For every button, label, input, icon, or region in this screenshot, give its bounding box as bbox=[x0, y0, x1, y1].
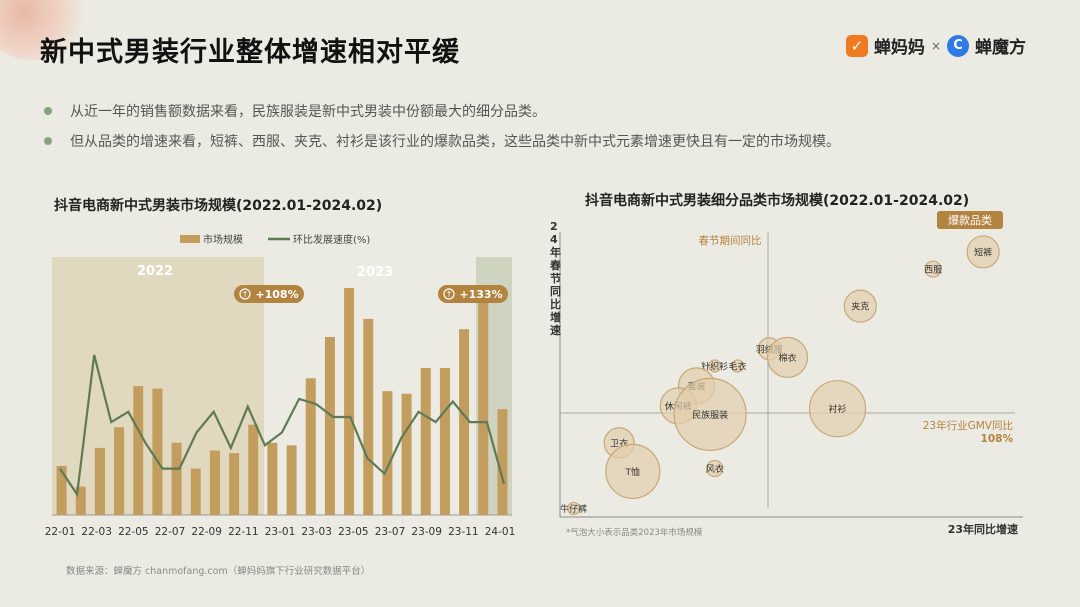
bar-market-size bbox=[56, 465, 67, 515]
bar-market-size bbox=[401, 393, 412, 515]
ref-label-gmv: 23年行业GMV同比 bbox=[923, 419, 1013, 432]
bar-market-size bbox=[497, 409, 508, 515]
bubble-夹克 bbox=[843, 289, 877, 323]
bar-market-size bbox=[305, 378, 316, 515]
bubble-label: 牛仔裤 bbox=[560, 503, 587, 515]
bar-market-size bbox=[209, 450, 220, 515]
year-label-2023: 2023 bbox=[357, 265, 393, 280]
bullet-text: 但从品类的增速来看，短裤、西服、夹克、衬衫是该行业的爆款品类，这些品类中新中式元… bbox=[70, 134, 840, 150]
annotation-108-arrow-glyph: ↑ bbox=[242, 290, 249, 299]
bubble-T恤 bbox=[605, 443, 661, 499]
brand1-name: 蝉妈妈 bbox=[873, 38, 925, 58]
x-tick-label: 23-07 bbox=[375, 526, 406, 538]
hot-badge bbox=[937, 211, 1003, 229]
bar-market-size bbox=[190, 468, 201, 515]
x-tick-label: 22-09 bbox=[191, 526, 222, 538]
annotation-133-arrow-icon bbox=[443, 288, 455, 300]
bubble-label: 风衣 bbox=[706, 463, 724, 475]
bar-market-size bbox=[152, 388, 163, 515]
bar-market-size bbox=[114, 427, 125, 515]
bubble-label: 毛衣 bbox=[728, 360, 746, 372]
x-tick-label: 24-01 bbox=[485, 526, 516, 538]
x-tick-label: 23-01 bbox=[265, 526, 296, 538]
ref-label-108: 108% bbox=[981, 433, 1014, 445]
bullet-text: 从近一年的销售额数据来看，民族服装是新中式男装中份额最大的细分品类。 bbox=[70, 104, 546, 120]
left-chart-title: 抖音电商新中式男装市场规模(2022.01-2024.02) bbox=[54, 198, 383, 214]
bullet-item: 但从品类的增速来看，短裤、西服、夹克、衬衫是该行业的爆款品类，这些品类中新中式元… bbox=[44, 126, 840, 156]
bar-market-size bbox=[286, 445, 297, 515]
x-tick-label: 23-09 bbox=[411, 526, 442, 538]
annotation-133-label: +133% bbox=[459, 288, 502, 301]
annotation-133-pill bbox=[438, 285, 508, 303]
bubble-label: 棉衣 bbox=[778, 352, 796, 364]
chanmofang-logo-icon: C bbox=[947, 34, 969, 57]
bar-market-size bbox=[171, 442, 182, 515]
bar-market-size bbox=[439, 367, 450, 515]
bubble-毛衣 bbox=[730, 359, 745, 373]
hot-badge-label: 爆款品类 bbox=[948, 213, 992, 227]
right-chart-title: 抖音电商新中式男装细分品类市场规模(2022.01-2024.02) bbox=[585, 193, 970, 209]
x-tick-label: 23-05 bbox=[338, 526, 369, 538]
chanmama-logo-icon: ✓ bbox=[845, 34, 868, 57]
bubble-衬衫 bbox=[808, 380, 867, 438]
bar-market-size bbox=[344, 287, 355, 515]
legend-line-label: 环比发展速度(%) bbox=[293, 233, 370, 246]
bullet-dot-icon bbox=[44, 137, 52, 145]
bubble-棉衣 bbox=[766, 336, 809, 378]
annotation-108-label: +108% bbox=[255, 288, 298, 301]
bar-market-size bbox=[75, 486, 86, 515]
bubble-短裤 bbox=[966, 235, 1000, 269]
ref-label-spring: 春节期间同比 bbox=[699, 234, 762, 247]
bubble-label: 民族服装 bbox=[692, 409, 728, 421]
x-axis-label: 23年同比增速 bbox=[948, 522, 1018, 536]
source-note: 数据来源：蝉魔方 chanmofang.com（蝉妈妈旗下行业研究数据平台） bbox=[66, 566, 371, 577]
x-tick-label: 22-03 bbox=[81, 526, 112, 538]
brand-logos: ✓ 蝉妈妈 × C 蝉魔方 bbox=[845, 33, 1026, 58]
bar-market-size bbox=[133, 386, 144, 515]
bubble-label: T恤 bbox=[625, 466, 641, 478]
bubble-label: 西服 bbox=[924, 265, 942, 276]
bar-market-size bbox=[478, 290, 489, 515]
bullet-item: 从近一年的销售额数据来看，民族服装是新中式男装中份额最大的细分品类。 bbox=[44, 96, 840, 126]
bar-market-size bbox=[229, 453, 240, 515]
bubble-民族服装 bbox=[673, 377, 747, 451]
x-tick-label: 22-05 bbox=[118, 526, 149, 538]
legend-bar-label: 市场规模 bbox=[203, 233, 243, 246]
bar-market-size bbox=[248, 424, 259, 515]
brand2-name: 蝉魔方 bbox=[975, 38, 1026, 58]
line-growth-rate bbox=[59, 354, 506, 498]
x-tick-label: 22-11 bbox=[228, 526, 259, 538]
bubble-label: 短裤 bbox=[974, 246, 992, 258]
bar-market-size bbox=[267, 442, 278, 515]
page-title: 新中式男装行业整体增速相对平缓 bbox=[40, 37, 460, 68]
bar-market-size bbox=[324, 336, 335, 515]
bubble-风衣 bbox=[706, 459, 724, 478]
legend-bar-swatch bbox=[180, 235, 200, 243]
bubble-label: 衬衫 bbox=[829, 403, 847, 415]
bubble-西服 bbox=[924, 260, 942, 278]
bar-market-size bbox=[363, 318, 374, 515]
year-label-2022: 2022 bbox=[137, 264, 173, 279]
bubble-footnote: *气泡大小表示品类2023年市场规模 bbox=[566, 527, 703, 538]
x-tick-label: 23-03 bbox=[301, 526, 332, 538]
annotation-108-pill bbox=[234, 285, 304, 303]
bar-market-size bbox=[459, 329, 470, 515]
annotation-108-arrow-icon bbox=[239, 288, 251, 300]
bubble-label: 针织衫 bbox=[701, 360, 728, 372]
y-axis-label: 2 4 年春节同比增速 bbox=[550, 220, 562, 337]
summary-bullets: 从近一年的销售额数据来看，民族服装是新中式男装中份额最大的细分品类。 但从品类的… bbox=[44, 96, 840, 156]
bubble-牛仔裤 bbox=[567, 501, 581, 516]
x-tick-label: 22-01 bbox=[45, 526, 76, 538]
annotation-133-arrow-glyph: ↑ bbox=[446, 290, 453, 299]
bar-market-size bbox=[94, 447, 105, 515]
bar-market-size bbox=[420, 367, 431, 515]
bar-market-size bbox=[382, 391, 393, 515]
x-tick-label: 22-07 bbox=[155, 526, 186, 538]
x-tick-label: 23-11 bbox=[448, 526, 479, 538]
times-sign: × bbox=[930, 38, 941, 53]
bullet-dot-icon bbox=[44, 107, 52, 115]
bubble-label: 夹克 bbox=[851, 301, 869, 313]
bubble-针织衫 bbox=[708, 359, 722, 373]
